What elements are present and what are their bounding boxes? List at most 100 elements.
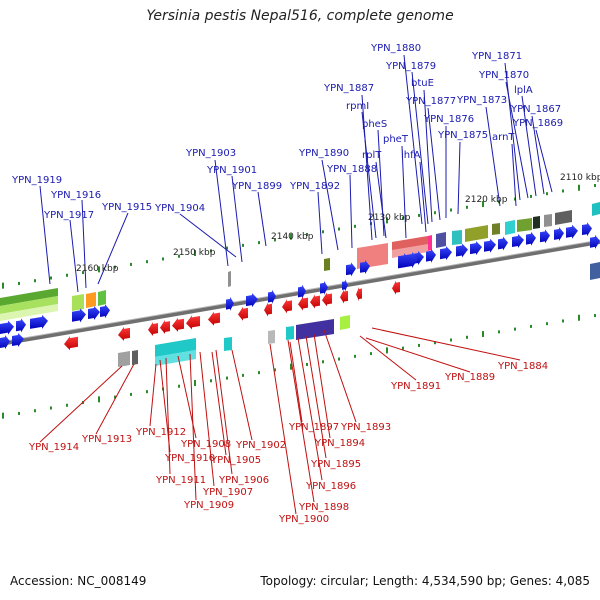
gene-label[interactable]: arnT xyxy=(492,132,515,143)
gene-label[interactable]: YPN_1895 xyxy=(310,459,361,470)
gene-label[interactable]: YPN_1887 xyxy=(323,83,374,94)
leader-line xyxy=(95,363,135,435)
feature-blocks xyxy=(0,202,600,367)
gene-label[interactable]: YPN_1877 xyxy=(405,96,456,107)
leader-line xyxy=(214,159,229,267)
gene-label[interactable]: rpmI xyxy=(346,101,369,112)
forward-gene-arrow xyxy=(0,320,14,335)
scale-tick xyxy=(578,314,580,321)
gene-label[interactable]: YPN_1908 xyxy=(180,439,231,450)
scale-tick xyxy=(210,379,212,383)
gene-label[interactable]: YPN_1919 xyxy=(11,175,62,186)
forward-gene-arrow xyxy=(360,259,370,274)
scale-tick xyxy=(418,213,420,217)
gene-label[interactable]: YPN_1900 xyxy=(278,514,329,525)
forward-genes xyxy=(0,222,600,350)
gene-label[interactable]: YPN_1896 xyxy=(305,481,356,492)
leader-line xyxy=(504,62,521,201)
scale-tick xyxy=(546,192,548,196)
accession-text: Accession: NC_008149 xyxy=(10,574,147,588)
gene-label[interactable]: YPN_1893 xyxy=(340,422,391,433)
scale-tick xyxy=(50,276,52,280)
gene-label[interactable]: YPN_1879 xyxy=(385,61,436,72)
leader-line xyxy=(39,185,51,285)
gene-label[interactable]: YPN_1894 xyxy=(314,438,365,449)
scale-tick xyxy=(242,243,244,247)
scale-tick xyxy=(514,197,516,201)
feature-block-left xyxy=(0,288,106,321)
gene-label[interactable]: YPN_1910 xyxy=(164,453,215,464)
scale-label: 2110 kbp xyxy=(560,173,600,183)
scale-tick xyxy=(194,380,196,387)
gene-label[interactable]: YPN_1889 xyxy=(444,372,495,383)
gene-label[interactable]: YPN_1905 xyxy=(210,455,261,466)
scale-tick xyxy=(226,376,228,380)
reverse-gene-arrow xyxy=(264,302,272,317)
reverse-gene-arrow xyxy=(298,296,308,311)
gene-label[interactable]: btuE xyxy=(411,78,434,89)
scale-tick xyxy=(562,189,564,193)
gene-label[interactable]: YPN_1875 xyxy=(437,130,488,141)
leader-line xyxy=(361,94,373,241)
scale-tick xyxy=(530,194,532,198)
gene-label[interactable]: YPN_1873 xyxy=(456,95,507,106)
gene-label[interactable]: YPN_1892 xyxy=(289,181,340,192)
scale-tick xyxy=(18,281,20,285)
gene-label[interactable]: YPN_1903 xyxy=(185,148,236,159)
gene-label[interactable]: YPN_1884 xyxy=(497,361,548,372)
forward-gene-arrow xyxy=(426,248,436,263)
gene-label[interactable]: YPN_1898 xyxy=(298,502,349,513)
scale-tick xyxy=(322,360,324,364)
gene-label[interactable]: YPN_1916 xyxy=(50,190,101,201)
scale-tick xyxy=(258,371,260,375)
gene-label[interactable]: YPN_1869 xyxy=(512,118,563,129)
leader-line xyxy=(269,343,297,515)
forward-gene-arrow xyxy=(346,262,356,277)
scale-tick xyxy=(130,392,132,396)
gene-label[interactable]: YPN_1880 xyxy=(370,43,421,54)
forward-gene-arrow xyxy=(540,229,550,244)
gene-label[interactable]: YPN_1897 xyxy=(288,422,339,433)
gene-label[interactable]: lplA xyxy=(514,85,533,96)
leader-line xyxy=(231,349,253,441)
scale-tick xyxy=(66,273,68,277)
gene-label[interactable]: pheS xyxy=(362,119,387,130)
gene-label[interactable]: YPN_1890 xyxy=(298,148,349,159)
gene-label[interactable]: YPN_1914 xyxy=(28,442,79,453)
scale-tick xyxy=(594,314,596,318)
leader-line xyxy=(531,115,545,195)
leader-line xyxy=(457,141,461,215)
gene-label[interactable]: pheT xyxy=(383,134,409,145)
leader-line xyxy=(179,213,237,258)
gene-label[interactable]: YPN_1913 xyxy=(81,434,132,445)
gene-label[interactable]: YPN_1867 xyxy=(510,104,561,115)
leader-line xyxy=(165,357,171,475)
forward-gene-arrow xyxy=(566,224,578,239)
gene-label[interactable]: YPN_1891 xyxy=(390,381,441,392)
scale-tick xyxy=(34,279,36,283)
gene-label[interactable]: YPN_1902 xyxy=(235,440,286,451)
gene-label[interactable]: YPN_1901 xyxy=(206,165,257,176)
gene-label[interactable]: YPN_1917 xyxy=(43,210,94,221)
gene-label[interactable]: YPN_1899 xyxy=(231,181,282,192)
forward-gene-arrow xyxy=(88,306,100,321)
gene-label[interactable]: YPN_1911 xyxy=(155,475,206,486)
gene-label[interactable]: YPN_1907 xyxy=(202,487,253,498)
gene-label[interactable]: YPN_1912 xyxy=(135,427,186,438)
gene-label[interactable]: YPN_1870 xyxy=(478,70,529,81)
scale-tick xyxy=(18,411,20,415)
reverse-genes xyxy=(64,280,400,351)
gene-label[interactable]: YPN_1909 xyxy=(183,500,234,511)
gene-label[interactable]: YPN_1888 xyxy=(326,164,377,175)
gene-label[interactable]: YPN_1904 xyxy=(154,203,205,214)
leader-line xyxy=(297,337,323,481)
gene-label[interactable]: YPN_1915 xyxy=(101,202,152,213)
leader-line xyxy=(485,106,501,207)
scale-tick xyxy=(242,373,244,377)
gene-label[interactable]: ihfA xyxy=(401,150,421,161)
gene-label[interactable]: YPN_1876 xyxy=(423,114,474,125)
gene-label[interactable]: YPN_1871 xyxy=(471,51,522,62)
scale-tick xyxy=(2,282,4,289)
gene-label[interactable]: YPN_1906 xyxy=(218,475,269,486)
gene-label[interactable]: rplT xyxy=(362,150,382,161)
